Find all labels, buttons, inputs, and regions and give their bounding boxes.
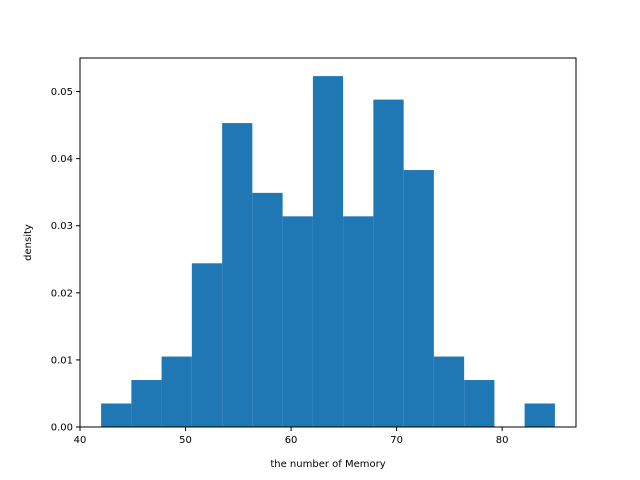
histogram-bar xyxy=(282,216,313,427)
histogram-bar xyxy=(373,99,404,427)
histogram-bar xyxy=(433,356,465,427)
x-tick-label: 60 xyxy=(285,435,298,446)
histogram-bar xyxy=(191,263,223,427)
y-tick-label: 0.02 xyxy=(51,288,73,299)
y-tick-label: 0.00 xyxy=(51,423,73,434)
histogram-bar xyxy=(524,403,555,427)
x-tick-label: 80 xyxy=(496,435,509,446)
bars-group xyxy=(101,76,555,428)
x-tick-label: 40 xyxy=(74,435,87,446)
histogram-bar xyxy=(131,380,162,427)
plot-frame xyxy=(79,57,577,428)
histogram-bar xyxy=(222,123,253,427)
histogram-bar xyxy=(403,170,434,428)
histogram-bar xyxy=(252,192,283,427)
histogram-bar xyxy=(101,403,132,427)
histogram-bar xyxy=(464,380,495,427)
y-tick-label: 0.05 xyxy=(51,87,73,98)
histogram-bar xyxy=(343,216,374,427)
y-axis-ticks: 0.00 0.01 0.02 0.03 0.04 0.05 xyxy=(51,87,80,434)
y-tick-label: 0.03 xyxy=(51,221,73,232)
histogram-bar xyxy=(161,356,192,427)
y-tick-label: 0.01 xyxy=(51,355,73,366)
x-tick-label: 70 xyxy=(390,435,403,446)
x-axis-label: the number of Memory xyxy=(270,459,385,470)
x-axis-ticks: 40 50 60 70 80 xyxy=(74,427,509,446)
y-axis-label: density xyxy=(23,224,34,261)
x-tick-label: 50 xyxy=(179,435,192,446)
histogram-bar xyxy=(312,76,344,427)
y-tick-label: 0.04 xyxy=(51,154,73,165)
